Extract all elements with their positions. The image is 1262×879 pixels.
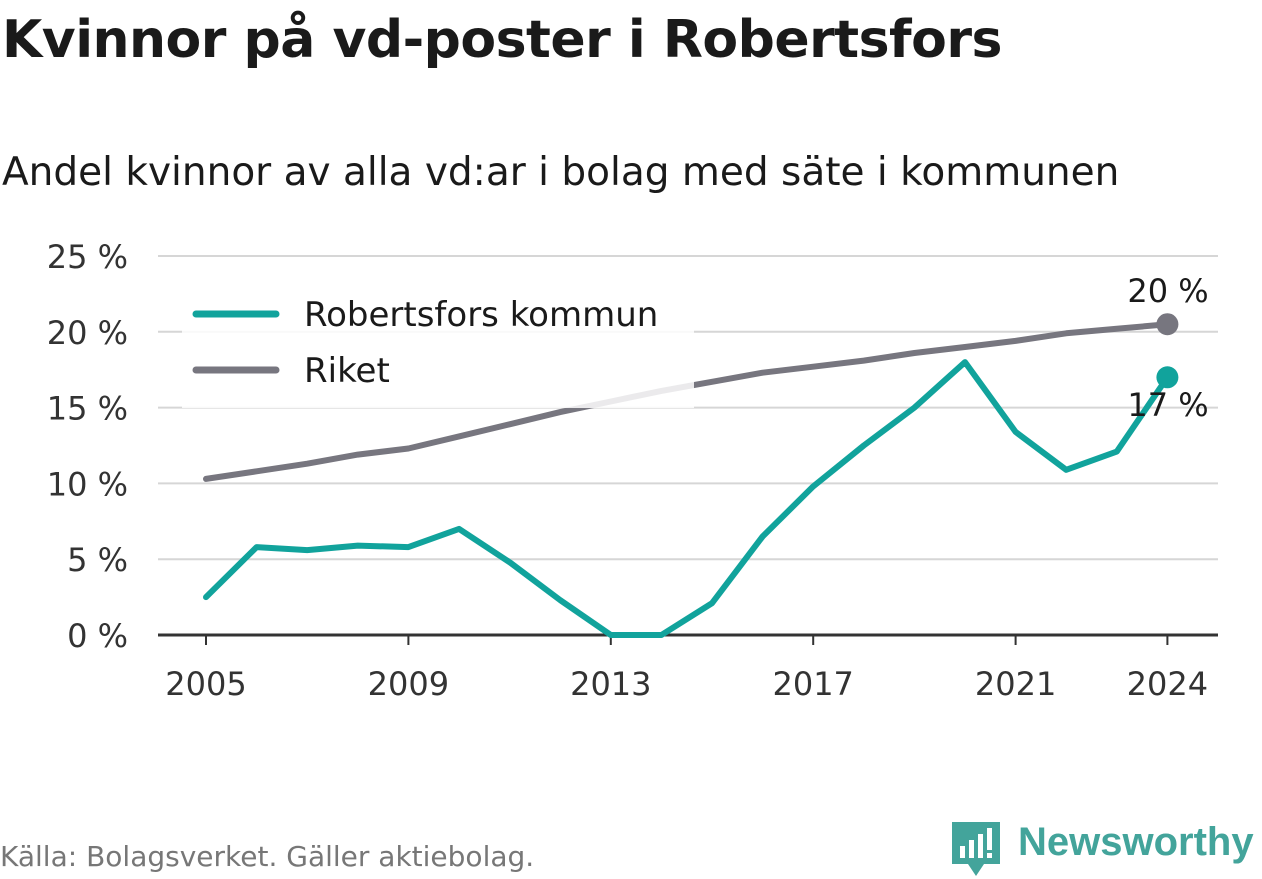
y-tick-label: 10 %: [47, 465, 128, 503]
end-point-riket: [1156, 313, 1179, 336]
x-tick-label: 2021: [975, 665, 1056, 703]
x-tick-label: 2009: [368, 665, 449, 703]
end-label-riket: 20 %: [1127, 272, 1208, 310]
y-tick-label: 0 %: [67, 617, 128, 655]
x-tick-label: 2024: [1127, 665, 1208, 703]
brand-logo: Newsworthy: [950, 818, 1260, 878]
y-tick-label: 5 %: [67, 541, 128, 579]
end-label-kommun: 17 %: [1127, 386, 1208, 424]
series-line-kommun: [203, 359, 1171, 638]
source-footer: Källa: Bolagsverket. Gäller aktiebolag.: [0, 840, 535, 873]
x-axis-ticks: 2005 2009 2013 2017 2021 2024: [158, 633, 1218, 703]
x-tick-label: 2017: [772, 665, 853, 703]
legend: Robertsfors kommun Riket: [182, 290, 694, 408]
legend-label-kommun: Robertsfors kommun: [304, 295, 658, 335]
x-tick-label: 2013: [570, 665, 651, 703]
brand-name: Newsworthy: [1018, 820, 1254, 864]
y-tick-label: 25 %: [47, 238, 128, 276]
end-labels: 17 % 20 %: [1127, 272, 1208, 424]
y-tick-label: 15 %: [47, 390, 128, 428]
y-axis-ticks: 0 % 5 % 10 % 15 % 20 % 25 %: [47, 238, 128, 655]
end-point-kommun: [1156, 366, 1179, 389]
legend-label-riket: Riket: [304, 351, 390, 391]
legend-background: [182, 290, 694, 408]
newsworthy-logo-icon: [952, 822, 1000, 876]
y-tick-label: 20 %: [47, 314, 128, 352]
chart-title: Kvinnor på vd-poster i Robertsfors: [2, 10, 1003, 70]
chart-subtitle: Andel kvinnor av alla vd:ar i bolag med …: [2, 150, 1120, 195]
x-tick-label: 2005: [165, 665, 246, 703]
